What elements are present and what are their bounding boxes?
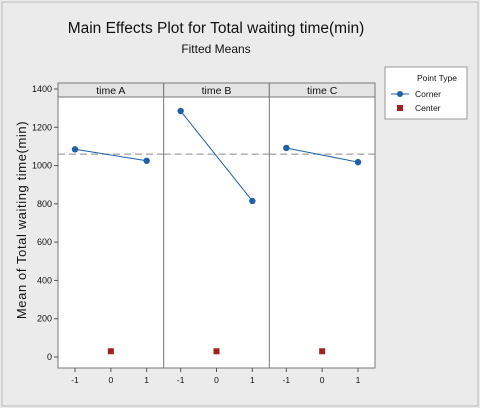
- legend-marker-corner: [397, 91, 403, 97]
- x-tick-label: -1: [283, 375, 291, 385]
- panels-layer: time A -1 0 1 time B -1 0 1 time C -1 0 1: [57, 82, 376, 385]
- panel-strip: [268, 82, 376, 98]
- corner-point: [354, 158, 362, 166]
- corner-point: [177, 107, 184, 115]
- x-tick-label: 1: [250, 375, 255, 385]
- y-tick-label: 800: [37, 199, 52, 209]
- corner-point: [143, 157, 150, 164]
- x-tick-label: 0: [214, 375, 219, 385]
- legend-label-center: Center: [415, 103, 441, 113]
- y-tick-label: 200: [37, 314, 52, 324]
- legend-marker-center: [397, 105, 403, 111]
- center-point: [213, 348, 220, 355]
- y-tick-label: 1200: [32, 122, 52, 132]
- y-tick-label: 400: [37, 275, 52, 285]
- chart-subtitle: Fitted Means: [181, 42, 250, 56]
- plot-area: [57, 82, 376, 369]
- y-tick-label: 0: [47, 352, 52, 362]
- x-tick-label: 1: [144, 375, 149, 385]
- y-axis-label: Mean of Total waiting time(min): [14, 121, 29, 319]
- y-axis: 0 200 400 600 800 1000 1200 1400: [32, 84, 58, 362]
- y-tick-label: 600: [37, 237, 52, 247]
- panel-1: time A -1 0 1: [57, 82, 165, 385]
- corner-series-line: [286, 147, 359, 163]
- y-tick-label: 1400: [32, 84, 52, 94]
- corner-point: [283, 144, 290, 152]
- chart-title: Main Effects Plot for Total waiting time…: [68, 20, 365, 37]
- corner-point: [71, 146, 79, 153]
- center-point: [319, 348, 326, 355]
- y-tick-label: 1000: [32, 161, 52, 171]
- x-tick-label: -1: [177, 375, 185, 385]
- corner-series-line: [180, 110, 253, 202]
- corner-series-line: [74, 148, 147, 162]
- panel-2: time B -1 0 1: [163, 82, 270, 385]
- corner-point: [249, 197, 256, 205]
- legend: Point Type Corner Center: [384, 66, 468, 120]
- panel-label: time B: [202, 85, 232, 97]
- x-tick-label: -1: [71, 375, 79, 385]
- x-tick-label: 1: [356, 375, 361, 385]
- x-tick-label: 0: [320, 375, 325, 385]
- legend-label-corner: Corner: [415, 89, 441, 99]
- x-tick-label: 0: [108, 375, 113, 385]
- legend-title: Point Type: [417, 73, 457, 83]
- panel-label: time C: [307, 85, 338, 97]
- panel-3: time C -1 0 1: [268, 82, 376, 385]
- chart-frame: [1, 1, 479, 407]
- panel-label: time A: [96, 85, 125, 97]
- center-point: [107, 348, 114, 355]
